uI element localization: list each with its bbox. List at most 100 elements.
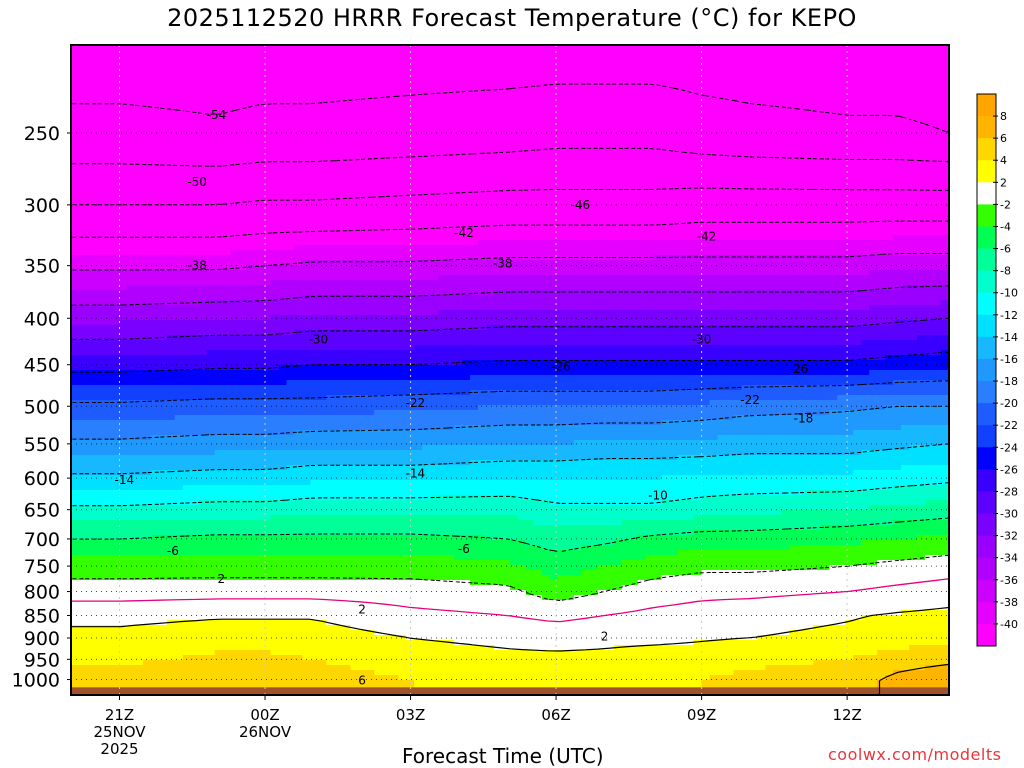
temp-cell	[805, 490, 949, 496]
y-tick-label: 900	[24, 628, 60, 650]
temp-cell	[470, 375, 949, 381]
temp-cell	[478, 405, 886, 411]
temp-cell	[486, 535, 639, 541]
temp-cell	[869, 305, 949, 311]
temp-cell	[71, 155, 949, 161]
colorbar-label: 8	[1000, 110, 1007, 123]
temp-cell	[853, 430, 949, 436]
temp-cell	[71, 160, 949, 166]
credit-link[interactable]: coolwx.com/modelts	[828, 745, 1002, 764]
temp-cell	[294, 430, 854, 436]
temp-cell	[71, 135, 949, 141]
temp-cell	[71, 80, 949, 86]
temp-cell	[829, 565, 949, 571]
temp-cell	[486, 325, 949, 331]
temp-cell	[430, 495, 519, 501]
contour-label: -22	[740, 393, 760, 407]
temp-cell	[270, 315, 949, 321]
temp-cell	[71, 640, 455, 646]
colorbar-swatch	[977, 116, 996, 139]
temp-cell	[71, 425, 455, 431]
temperature-fills	[71, 45, 949, 695]
colorbar-label: -32	[1000, 530, 1018, 543]
temp-cell	[422, 445, 910, 451]
temp-cell	[230, 250, 949, 256]
temp-cell	[71, 545, 543, 551]
colorbar-label: -36	[1000, 574, 1018, 587]
temp-cell	[693, 640, 949, 646]
temp-cell	[893, 320, 949, 326]
contour-label: -50	[187, 175, 207, 189]
contour-label: -14	[115, 473, 135, 487]
temp-cell	[118, 320, 894, 326]
temp-cell	[462, 360, 949, 366]
temp-cell	[733, 670, 894, 676]
temp-cell	[71, 515, 272, 521]
temp-cell	[869, 370, 949, 376]
contour-label: -42	[454, 226, 474, 240]
temp-cell	[71, 670, 375, 676]
temp-cell	[877, 650, 949, 656]
temp-cell	[789, 630, 949, 636]
temp-cell	[71, 175, 949, 181]
y-tick-label: 500	[24, 396, 60, 418]
temp-cell	[71, 130, 949, 136]
temp-cell	[350, 665, 767, 671]
colorbar-label: -20	[1000, 397, 1018, 410]
y-tick-label: 600	[24, 468, 60, 490]
temp-cell	[709, 675, 886, 681]
temp-cell	[71, 300, 200, 306]
temp-cell	[71, 565, 527, 571]
temp-cell	[494, 290, 949, 296]
temp-cell	[470, 580, 639, 586]
temp-cell	[71, 655, 184, 661]
x-tick-label: 00Z	[250, 706, 279, 724]
temp-cell	[126, 285, 902, 291]
temp-cell	[71, 350, 208, 356]
temp-cell	[71, 280, 272, 286]
temp-cell	[701, 495, 949, 501]
temp-cell	[374, 630, 790, 636]
temp-cell	[581, 545, 790, 551]
colorbar: 8 6 4 2 -2 -4 -6 -8 -10 -12 -14 -16 -18 -20 -22 -24 -26 -…	[976, 93, 1018, 647]
temp-cell	[525, 540, 615, 546]
temp-cell	[613, 645, 910, 651]
temp-cell	[741, 385, 949, 391]
temp-cell	[71, 450, 216, 456]
temp-cell	[71, 260, 304, 266]
temp-cell	[71, 285, 128, 291]
ground-strip	[71, 687, 949, 695]
temp-cell	[286, 380, 894, 386]
contour-label: -30	[692, 332, 712, 346]
colorbar-swatch	[977, 292, 996, 316]
temp-cell	[613, 540, 862, 546]
temp-cell	[71, 440, 575, 446]
temp-cell	[693, 530, 949, 536]
temp-cell	[71, 415, 176, 421]
temp-cell	[71, 225, 949, 231]
temp-cell	[454, 425, 902, 431]
temp-cell	[71, 190, 949, 196]
temp-cell	[510, 585, 623, 591]
temp-cell	[909, 645, 949, 651]
colorbar-label: -16	[1000, 353, 1018, 366]
colorbar-label: -28	[1000, 485, 1018, 498]
temp-cell	[541, 545, 583, 551]
temp-cell	[925, 500, 949, 506]
temp-cell	[294, 330, 949, 336]
temp-cell	[765, 665, 926, 671]
colorbar-label: -24	[1000, 441, 1018, 454]
temp-cell	[71, 470, 152, 476]
temp-cell	[901, 465, 949, 471]
colorbar-frame	[976, 93, 997, 647]
temp-cell	[71, 255, 655, 261]
contour-label: -22	[406, 396, 426, 410]
temp-cell	[71, 675, 399, 681]
temp-cell	[71, 500, 200, 506]
temp-cell	[398, 675, 711, 681]
temp-cell	[71, 455, 679, 461]
temp-cell	[941, 350, 949, 356]
temp-cell	[893, 235, 949, 241]
temp-cell	[478, 240, 949, 246]
